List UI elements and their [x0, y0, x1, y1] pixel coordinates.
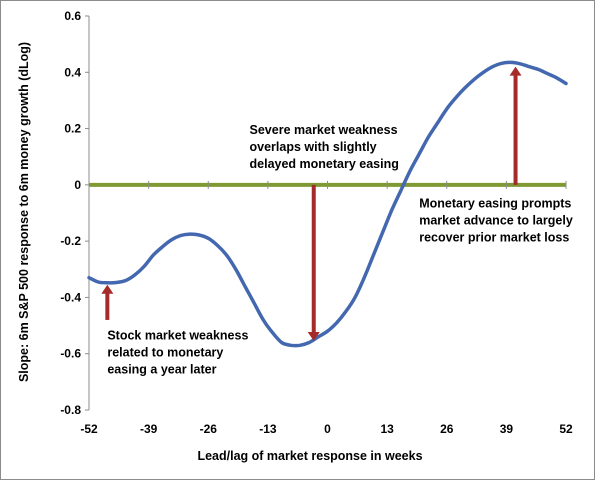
y-tick-label: 0.6: [64, 9, 81, 23]
annotation-line: related to monetary: [107, 346, 223, 360]
x-tick-label: 39: [500, 422, 514, 436]
y-axis-title: Slope: 6m S&P 500 response to 6m money g…: [17, 42, 31, 382]
x-tick-label: -39: [140, 422, 158, 436]
annotation-group: Severe market weakness overlaps with slig…: [107, 123, 572, 376]
annotation-line: recover prior market loss: [419, 230, 569, 244]
annotation-text: Severe market weakness overlaps with slig…: [250, 123, 399, 171]
y-tick-label: 0: [74, 178, 81, 192]
x-tick-label: 13: [380, 422, 394, 436]
annotation-line: delayed monetary easing: [250, 157, 399, 171]
x-tick-label: -52: [80, 422, 98, 436]
x-tick-label: 52: [559, 422, 573, 436]
annotation-line: Monetary easing prompts: [419, 196, 571, 210]
y-tick-label: 0.2: [64, 122, 81, 136]
annotation-text: Monetary easing prompts market advance to…: [419, 196, 573, 244]
annotation-line: overlaps with slightly: [250, 140, 377, 154]
annotation-line: easing a year later: [107, 363, 216, 377]
annotation-line: Stock market weakness: [107, 329, 248, 343]
y-tick-label: 0.4: [64, 65, 81, 79]
annotation-line: market advance to largely: [419, 213, 573, 227]
y-tick-label: -0.2: [60, 234, 81, 248]
y-axis: 0.6 0.4 0.2 0 -0.2 -0.4 -0.6 -0.8: [60, 9, 90, 417]
y-tick-label: -0.4: [60, 290, 81, 304]
arrow-group: [101, 66, 522, 342]
annotation-text: Stock market weakness related to monetary…: [107, 329, 248, 377]
annotation-arrowhead: [101, 284, 114, 294]
x-tick-label: 0: [324, 422, 331, 436]
series-line: [87, 60, 568, 348]
x-tick-label: -26: [200, 422, 218, 436]
annotation-arrowhead: [307, 332, 320, 342]
x-axis: -52 -39 -26 -13 0 13 26 39 52: [80, 422, 573, 436]
y-tick-label: -0.8: [60, 403, 81, 417]
annotation-arrowhead: [509, 66, 522, 76]
y-tick-label: -0.6: [60, 347, 81, 361]
x-tick-label: -13: [259, 422, 277, 436]
x-axis-title: Lead/lag of market response in weeks: [197, 449, 422, 463]
series-group: [87, 60, 568, 348]
x-tick-label: 26: [440, 422, 454, 436]
zero-line-group: [88, 180, 567, 189]
annotation-line: Severe market weakness: [250, 123, 398, 137]
